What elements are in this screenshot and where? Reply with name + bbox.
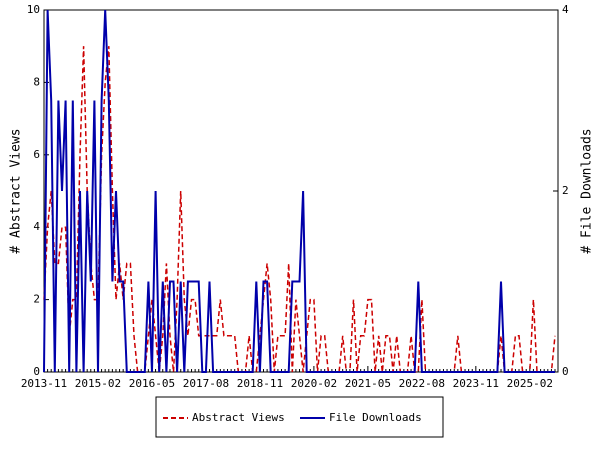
x-tick-label: 2021-05 [345,377,391,390]
x-tick-label: 2020-02 [291,377,337,390]
x-tick-label: 2017-08 [183,377,229,390]
data-line [43,46,556,373]
data-line [43,9,555,373]
y-tick-label: 0 [33,365,40,378]
legend-label: Abstract Views [192,411,285,424]
legend-box [155,396,444,438]
y2-axis-title: # File Downloads [580,128,595,253]
legend-label: File Downloads [329,411,422,424]
x-tick-label: 2022-08 [399,377,445,390]
x-tick-label: 2018-11 [237,377,283,390]
y-tick-label: 2 [33,293,40,306]
x-tick-label: 2015-02 [75,377,121,390]
y-tick-label: 6 [33,148,40,161]
y-tick-label: 10 [27,3,40,16]
y2-tick-label: 4 [562,3,569,16]
y2-tick-label: 0 [562,365,569,378]
y2-tick-label: 2 [562,184,569,197]
x-tick-label: 2016-05 [129,377,175,390]
x-tick-label: 2025-02 [507,377,553,390]
y-axis-title: # Abstract Views [9,128,24,253]
x-tick-label: 2023-11 [453,377,499,390]
y-tick-label: 8 [33,75,40,88]
x-tick-label: 2013-11 [21,377,67,390]
y-tick-label: 4 [33,220,40,233]
plot-frame [43,9,559,373]
